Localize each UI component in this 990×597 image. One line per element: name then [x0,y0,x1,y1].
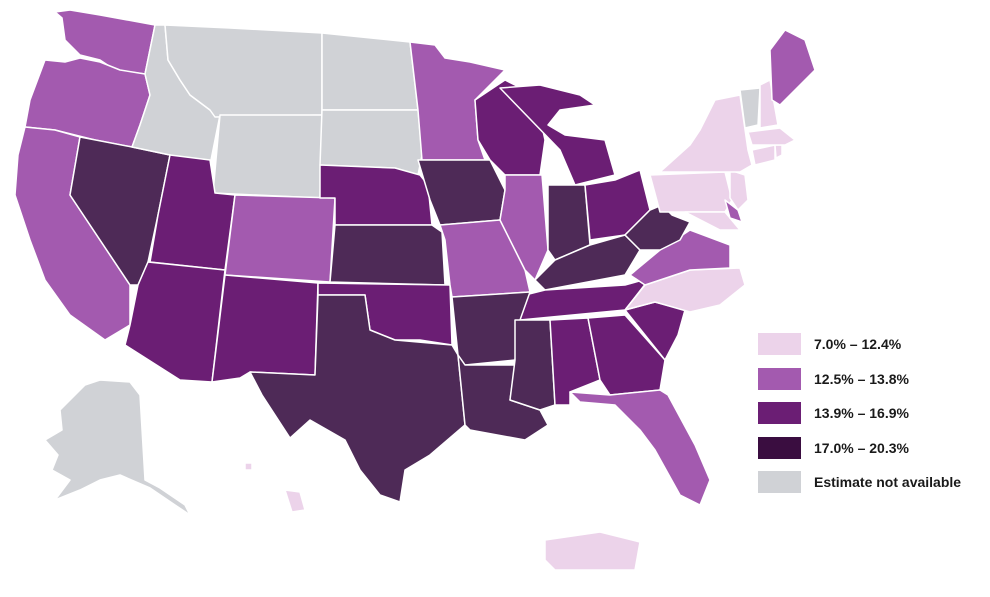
legend-swatch [758,402,801,424]
legend-label: 7.0% – 12.4% [814,336,902,352]
legend-label: 13.9% – 16.9% [814,405,909,421]
state-maryland[interactable] [684,211,741,231]
state-hawaii-oahu[interactable] [244,462,253,471]
state-delaware[interactable] [724,199,743,223]
state-west-virginia[interactable] [624,204,691,251]
state-hawaii[interactable] [284,489,306,513]
state-vermont[interactable] [739,87,761,129]
legend-swatch [758,367,801,390]
state-illinois[interactable] [499,174,549,281]
legend-swatch [758,333,801,355]
state-montana[interactable] [164,24,323,118]
state-new-york[interactable] [659,94,753,173]
state-maine[interactable] [769,29,816,106]
state-connecticut[interactable] [751,144,776,166]
state-north-dakota[interactable] [321,32,419,111]
state-colorado[interactable] [224,194,336,283]
state-louisiana[interactable] [457,354,549,441]
state-pennsylvania[interactable] [649,171,733,213]
legend-swatch [758,471,801,493]
state-nebraska[interactable] [319,164,433,226]
state-florida[interactable] [569,389,711,506]
state-michigan[interactable] [499,84,616,186]
state-alaska[interactable] [44,379,191,516]
state-arizona[interactable] [124,261,226,383]
legend-item: 13.9% – 16.9% [758,402,961,424]
state-rhode-island[interactable] [774,144,783,159]
state-massachusetts[interactable] [747,127,796,146]
state-kansas[interactable] [329,224,446,286]
legend-label: Estimate not available [814,474,962,490]
map-legend: 7.0% – 12.4% 12.5% – 13.8% 13.9% – 16.9%… [758,333,961,506]
legend-item: 17.0% – 20.3% [758,436,961,459]
state-wyoming[interactable] [212,114,323,199]
legend-label: 17.0% – 20.3% [814,439,909,456]
state-mississippi[interactable] [509,319,556,411]
state-new-mexico[interactable] [211,274,319,383]
legend-label: 12.5% – 13.8% [814,370,909,387]
puerto-rico[interactable] [544,531,641,571]
legend-item: Estimate not available [758,471,961,493]
legend-item: 7.0% – 12.4% [758,333,961,355]
state-new-hampshire[interactable] [759,79,779,129]
legend-swatch [758,436,801,459]
state-new-jersey[interactable] [729,169,749,211]
legend-item: 12.5% – 13.8% [758,367,961,390]
state-texas[interactable] [249,294,466,503]
